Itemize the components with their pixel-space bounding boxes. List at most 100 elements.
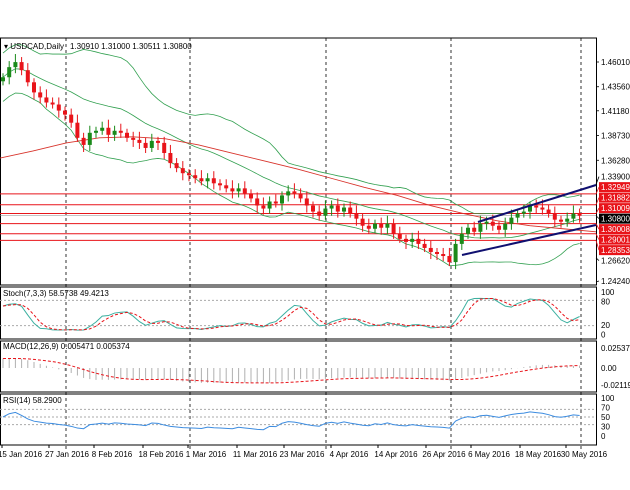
candle-body xyxy=(484,221,489,224)
price-axis-label: 1.43560 xyxy=(601,83,630,92)
macd-label: MACD(12,26,9) 0.005471 0.005374 xyxy=(3,342,130,351)
level-price-tag xyxy=(599,182,630,193)
bb-upper-line xyxy=(2,44,580,215)
candle-body xyxy=(342,207,346,212)
level-price-tick xyxy=(595,186,600,195)
level-price-tag xyxy=(599,245,630,256)
rsi-axis-label: 0 xyxy=(601,432,606,441)
candle-body xyxy=(391,223,396,234)
candle-body xyxy=(453,243,458,263)
candle-body xyxy=(416,238,421,244)
panel-frame-3 xyxy=(0,393,597,446)
level-price-label: 1.29001 xyxy=(601,236,630,245)
candle-body xyxy=(131,137,136,140)
channel-upper-line xyxy=(477,184,597,223)
candle-body xyxy=(335,205,340,212)
candle-body xyxy=(565,218,570,222)
candle-body xyxy=(298,193,303,199)
price-axis-label: 1.36280 xyxy=(601,156,630,165)
date-axis-label: 4 Apr 2016 xyxy=(330,450,369,459)
candle-body xyxy=(100,127,105,131)
level-price-label: 1.31009 xyxy=(601,204,630,213)
candle-body xyxy=(534,205,539,208)
candle-body xyxy=(125,132,129,138)
candle-body xyxy=(354,213,359,219)
candle-body xyxy=(280,195,284,204)
stoch-axis-label: 20 xyxy=(601,321,610,330)
macd-signal-line xyxy=(2,357,580,384)
candle-body xyxy=(211,178,216,184)
candle-body xyxy=(503,223,508,230)
candle-body xyxy=(428,247,433,252)
candle-body xyxy=(249,193,253,199)
macd-axis-label: -0.021199 xyxy=(601,381,630,390)
candle-body xyxy=(187,173,191,176)
rsi-axis-label: 30 xyxy=(601,423,610,432)
candle-body xyxy=(25,70,30,83)
panel-frame-2 xyxy=(0,340,597,393)
candle-body xyxy=(7,67,12,78)
macd-axis-label: 0.025378 xyxy=(601,344,630,353)
level-price-tick xyxy=(595,240,600,251)
candle-body xyxy=(559,219,563,222)
candle-body xyxy=(75,122,80,138)
candle-body xyxy=(422,243,427,248)
candle-body xyxy=(267,201,272,209)
current-price-label: 1.30800 xyxy=(601,215,630,224)
candle-body xyxy=(94,130,98,133)
candle-body xyxy=(379,223,384,228)
candle-body xyxy=(528,205,532,212)
rsi-axis-label: 50 xyxy=(601,413,610,422)
candle-body xyxy=(515,213,520,218)
candle-body xyxy=(490,221,495,226)
level-price-tick xyxy=(595,207,600,214)
candle-body xyxy=(143,142,148,148)
rsi-line xyxy=(2,411,580,431)
candle-body xyxy=(38,92,43,98)
candle-body xyxy=(311,205,315,212)
candle-body xyxy=(540,207,545,210)
candle-body xyxy=(106,127,111,135)
candle-body xyxy=(255,198,260,206)
chart-title: ▾ USDCAD,Daily xyxy=(4,42,64,51)
candle-body xyxy=(69,114,74,123)
current-price-tag xyxy=(599,213,630,224)
ohlc-readout: 1.30910 1.31000 1.30511 1.30800 xyxy=(70,42,192,51)
date-axis-label: 27 Jan 2016 xyxy=(45,450,90,459)
candle-body xyxy=(571,213,576,219)
price-axis-label: 1.24240 xyxy=(601,277,630,286)
level-price-tick xyxy=(595,223,600,230)
candle-body xyxy=(218,183,222,186)
bb-lower-line xyxy=(2,92,580,267)
candle-body xyxy=(242,188,247,194)
candle-body xyxy=(459,233,464,244)
candle-body xyxy=(323,208,328,216)
candle-body xyxy=(56,104,61,111)
date-axis-label: 1 Mar 2016 xyxy=(186,450,227,459)
date-axis-label: 15 Jan 2016 xyxy=(0,450,43,459)
candle-body xyxy=(497,225,501,230)
stoch-axis-label: 80 xyxy=(601,298,610,307)
candle-body xyxy=(329,205,334,209)
candle-body xyxy=(230,188,235,192)
price-axis-label: 1.26620 xyxy=(601,257,630,266)
candle-body xyxy=(168,153,173,164)
candle-body xyxy=(472,227,477,232)
candle-body xyxy=(32,82,36,93)
level-price-tag xyxy=(599,224,630,235)
candle-body xyxy=(149,140,154,148)
candle-body xyxy=(180,168,185,174)
level-price-tick xyxy=(595,197,600,205)
stoch-axis-label: 100 xyxy=(601,288,615,297)
candle-body xyxy=(205,178,210,182)
level-price-tag xyxy=(599,192,630,203)
candle-body xyxy=(118,130,123,133)
candle-body xyxy=(447,256,452,263)
bb-middle-line xyxy=(2,68,580,239)
date-axis-label: 14 Apr 2016 xyxy=(374,450,418,459)
candle-body xyxy=(466,227,470,234)
candle-body xyxy=(509,217,514,224)
candle-body xyxy=(1,77,5,82)
